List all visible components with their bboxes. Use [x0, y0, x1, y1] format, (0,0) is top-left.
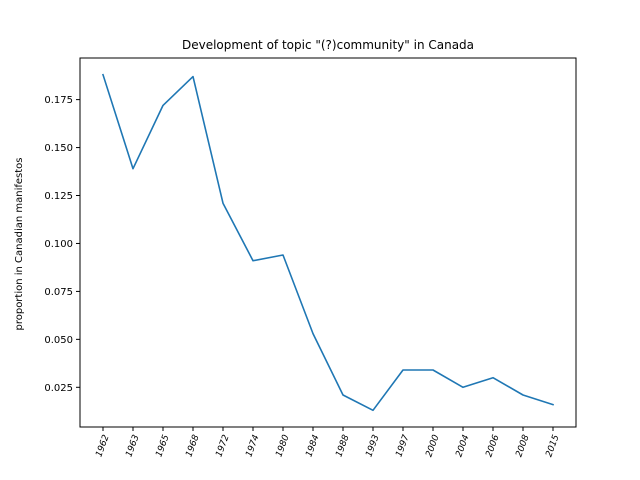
data-point [252, 260, 254, 262]
data-point [132, 168, 134, 170]
data-point [222, 202, 224, 204]
y-tick-label: 0.125 [44, 191, 73, 202]
data-point [342, 394, 344, 396]
y-tick-label: 0.075 [44, 287, 73, 298]
data-point [522, 394, 524, 396]
data-point [102, 74, 104, 76]
axes-frame [79, 57, 577, 428]
y-tick-label: 0.025 [44, 383, 73, 394]
y-tick-label: 0.150 [44, 143, 73, 154]
data-point [402, 369, 404, 371]
data-point [552, 404, 554, 406]
data-point [162, 105, 164, 107]
data-point [312, 333, 314, 335]
data-point [372, 410, 374, 412]
data-point [282, 254, 284, 256]
data-point [492, 377, 494, 379]
data-point [192, 76, 194, 78]
y-tick-label: 0.100 [44, 239, 73, 250]
series-line [101, 73, 555, 412]
data-point [432, 369, 434, 371]
y-tick-label: 0.175 [44, 95, 73, 106]
chart-title: Development of topic "(?)community" in C… [182, 38, 474, 52]
y-tick-label: 0.050 [44, 335, 73, 346]
y-axis-label: proportion in Canadian manifestos [14, 157, 25, 330]
data-point [462, 386, 464, 388]
